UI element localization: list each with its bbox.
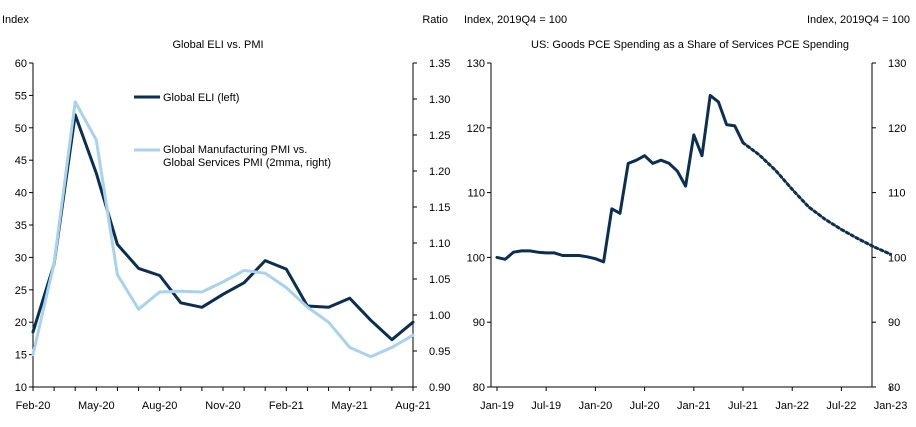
x-tick-label: Jul-21 [728, 400, 758, 412]
left-tick-label: 10 [15, 382, 27, 394]
left-axis-title: Index, 2019Q4 = 100 [464, 14, 567, 26]
right-tick-label: 90 [888, 317, 900, 329]
legend-label-eli: Global ELI (left) [163, 92, 239, 104]
series-line-eli [31, 113, 415, 342]
right-tick-label: 130 [888, 58, 906, 70]
x-tick-label: Jul-20 [630, 400, 660, 412]
left-axis-title: Index [2, 14, 29, 26]
left-tick-label: 60 [15, 58, 27, 70]
left-tick-label: 130 [467, 58, 485, 70]
chart-title: Global ELI vs. PMI [172, 39, 263, 51]
left-tick-label: 110 [467, 188, 485, 200]
left-tick-label: 35 [15, 220, 27, 232]
right-tick-label: 1.15 [429, 202, 450, 214]
left-tick-label: 15 [15, 350, 27, 362]
x-tick-label: Jan-19 [480, 400, 514, 412]
x-tick-label: May-20 [78, 400, 115, 412]
right-tick-label: 1.25 [429, 130, 450, 142]
x-tick-label: Jan-23 [874, 400, 908, 412]
right-tick-label: 1.20 [429, 166, 450, 178]
right-tick-label: 1.00 [429, 310, 450, 322]
right-tick-label: 110 [888, 188, 906, 200]
right-tick-label: 1.05 [429, 274, 450, 286]
right-tick-label: 80 [888, 382, 900, 394]
left-tick-label: 100 [467, 252, 485, 264]
left-tick-label: 25 [15, 285, 27, 297]
left-tick-label: 50 [15, 123, 27, 135]
series-line-projection [741, 141, 893, 256]
right-chart: Index, 2019Q4 = 100 Index, 2019Q4 = 100 US… [464, 14, 910, 412]
x-tick-label: Jul-19 [531, 400, 561, 412]
x-tick-label: Feb-20 [16, 400, 51, 412]
left-tick-label: 55 [15, 90, 27, 102]
x-tick-label: Jan-22 [775, 400, 809, 412]
left-tick-label: 30 [15, 252, 27, 264]
x-tick-label: Aug-20 [142, 400, 177, 412]
series-line-pmi-ratio [31, 100, 415, 359]
right-axis-title: Index, 2019Q4 = 100 [807, 14, 910, 26]
left-tick-label: 40 [15, 188, 27, 200]
right-tick-label: 100 [888, 252, 906, 264]
left-tick-label: 80 [473, 382, 485, 394]
right-axis-title: Ratio [422, 14, 448, 26]
x-tick-label: Nov-20 [205, 400, 240, 412]
right-tick-label: 1.30 [429, 94, 450, 106]
left-tick-label: 45 [15, 155, 27, 167]
x-tick-label: Jan-21 [677, 400, 711, 412]
right-tick-label: 1.10 [429, 238, 450, 250]
series-line-actual [495, 93, 745, 264]
left-tick-label: 20 [15, 317, 27, 329]
right-tick-label: 120 [888, 123, 906, 135]
right-tick-label: 0.95 [429, 346, 450, 358]
x-tick-label: Jul-22 [826, 400, 856, 412]
left-tick-label: 120 [467, 123, 485, 135]
right-tick-label: 1.35 [429, 58, 450, 70]
left-tick-label: 90 [473, 317, 485, 329]
x-tick-label: Feb-21 [269, 400, 304, 412]
x-tick-label: Jan-20 [579, 400, 613, 412]
x-tick-label: May-21 [331, 400, 368, 412]
right-tick-label: 0.90 [429, 382, 450, 394]
legend-label-pmi: Global Manufacturing PMI vs. Global Servi… [163, 144, 331, 169]
left-chart: Index Ratio Global ELI vs. PMI 10 15 20 25 30 35… [2, 14, 450, 412]
x-tick-label: Aug-21 [395, 400, 430, 412]
chart-title: US: Goods PCE Spending as a Share of Ser… [531, 39, 849, 51]
